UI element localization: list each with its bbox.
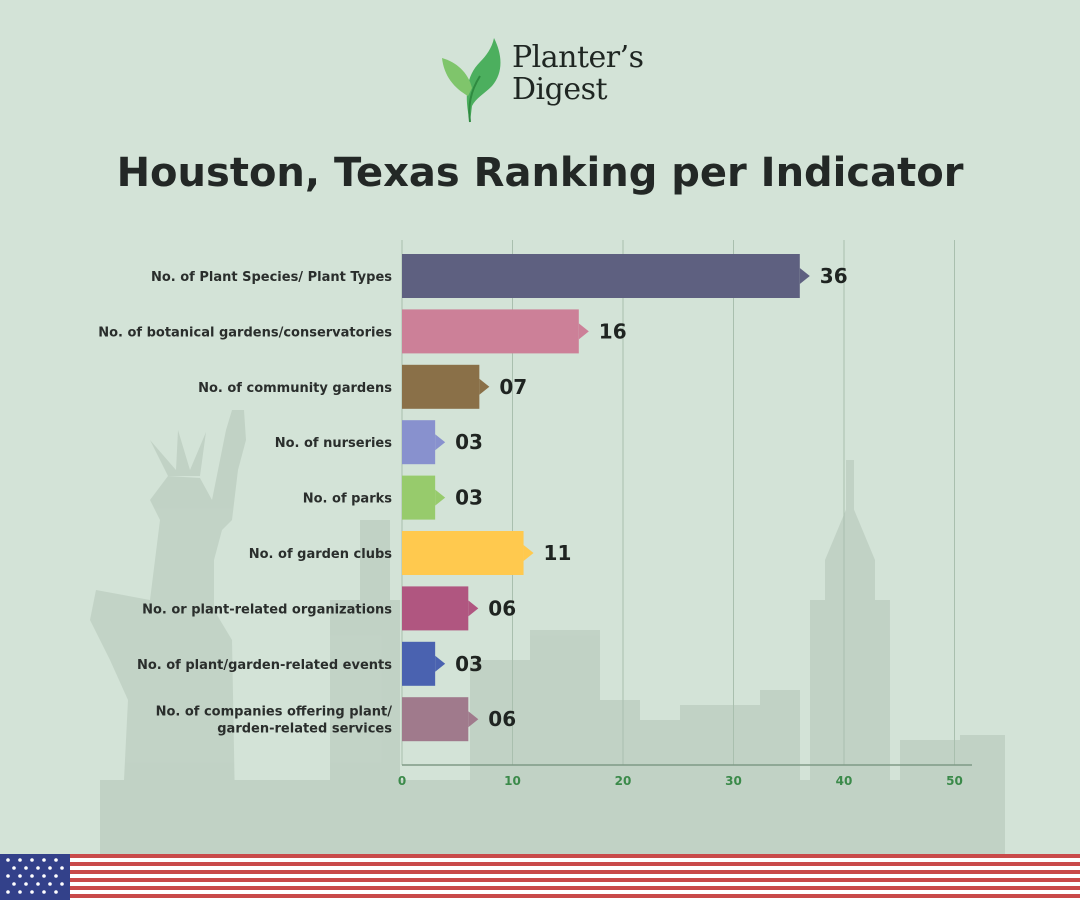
brand-name-line2: Digest — [512, 72, 608, 107]
bar-pointer — [468, 600, 479, 617]
bar — [402, 586, 469, 631]
x-tick-label: 30 — [725, 774, 742, 788]
x-tick-label: 0 — [398, 774, 406, 788]
us-flag-strip — [0, 854, 1080, 900]
bar — [402, 697, 469, 742]
chart-title: Houston, Texas Ranking per Indicator — [116, 150, 964, 196]
value-label: 36 — [820, 264, 848, 288]
bar-pointer — [435, 434, 446, 451]
chart-category-labels: No. of Plant Species/ Plant Types No. of … — [98, 270, 392, 737]
bar-chart: No. of Plant Species/ Plant Types No. of … — [98, 240, 972, 788]
brand-name-line1: Planter’s — [512, 40, 644, 75]
category-label: No. of Plant Species/ Plant Types — [151, 270, 392, 285]
bar — [402, 420, 436, 465]
leaf-icon — [442, 38, 501, 123]
category-label: No. of plant/garden-related events — [137, 658, 392, 673]
bar-pointer — [435, 489, 446, 506]
bar-pointer — [799, 268, 810, 284]
chart-x-ticks: 0 10 20 30 40 50 — [398, 774, 963, 788]
x-tick-label: 20 — [615, 774, 632, 788]
category-label: No. of nurseries — [275, 436, 393, 451]
category-label: No. of companies offering plant/garden-r… — [156, 705, 393, 737]
value-label: 11 — [544, 541, 572, 565]
category-label: No. of parks — [303, 492, 393, 507]
category-label: No. or plant-related organizations — [142, 602, 392, 617]
flag-canton — [0, 854, 70, 900]
value-label: 03 — [455, 430, 483, 454]
x-tick-label: 10 — [504, 774, 521, 788]
bar — [402, 475, 436, 520]
category-label: No. of community gardens — [198, 381, 392, 396]
value-label: 07 — [499, 375, 527, 399]
chart-bars — [402, 254, 810, 742]
category-label: No. of botanical gardens/conservatories — [98, 325, 392, 340]
brand-name: Planter’s Digest — [512, 42, 644, 106]
value-label: 06 — [488, 596, 516, 620]
value-label: 06 — [488, 707, 516, 731]
x-tick-label: 50 — [946, 774, 963, 788]
value-label: 03 — [455, 486, 483, 510]
brand-logo: Planter’s Digest — [440, 36, 660, 126]
value-label: 16 — [599, 319, 627, 343]
bar-pointer — [479, 378, 490, 395]
category-label: No. of garden clubs — [249, 547, 393, 562]
bar — [402, 254, 800, 298]
bar-pointer — [435, 655, 446, 672]
bar — [402, 309, 579, 354]
bar — [402, 641, 436, 686]
bar-pointer — [468, 711, 479, 728]
bar — [402, 531, 524, 575]
value-label: 03 — [455, 652, 483, 676]
chart-value-labels: 36 16 07 03 03 11 06 03 06 — [455, 264, 847, 731]
bar — [402, 364, 480, 409]
bar-pointer — [523, 545, 534, 561]
bar-pointer — [578, 323, 589, 340]
x-tick-label: 40 — [836, 774, 853, 788]
